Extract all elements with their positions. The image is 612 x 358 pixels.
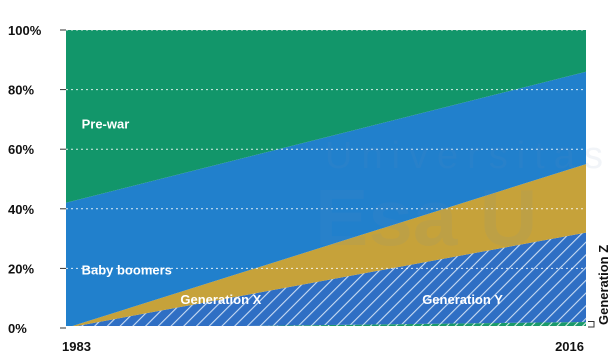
generation-z-bracket — [588, 320, 595, 328]
y-axis-ticks: 0% 20% 40% 60% 80% 100% — [8, 23, 66, 336]
baseline-strip — [66, 326, 586, 330]
area-pre-war — [66, 30, 586, 203]
x-tick-label: 1983 — [62, 339, 91, 354]
series-label-generation-y: Generation Y — [422, 292, 503, 307]
y-tick-label: 40% — [8, 202, 34, 217]
area-generation-y — [66, 232, 586, 328]
watermark-line-1: Universitas — [325, 135, 612, 177]
y-tick-label: 0% — [8, 321, 27, 336]
series-label-baby-boomers: Baby boomers — [82, 262, 172, 277]
y-tick-label: 60% — [8, 142, 34, 157]
y-tick-label: 80% — [8, 83, 34, 98]
area-baby-boomers — [66, 71, 586, 328]
watermark-line-2: Esa U — [315, 173, 537, 262]
y-tick-label: 100% — [8, 23, 42, 38]
x-axis-ticks: 1983 2016 — [62, 339, 584, 354]
x-tick-label: 2016 — [555, 339, 584, 354]
y-tick-label: 20% — [8, 261, 34, 276]
series-label-generation-z: Generation Z — [596, 245, 611, 325]
chart-areas — [66, 30, 586, 330]
series-label-pre-war: Pre-war — [82, 116, 130, 131]
gridlines — [66, 29, 586, 269]
generation-z-annotation: Generation Z — [588, 245, 611, 328]
series-label-generation-x: Generation X — [180, 292, 261, 307]
series-labels: Pre-war Baby boomers Generation X Generatio… — [82, 116, 504, 307]
